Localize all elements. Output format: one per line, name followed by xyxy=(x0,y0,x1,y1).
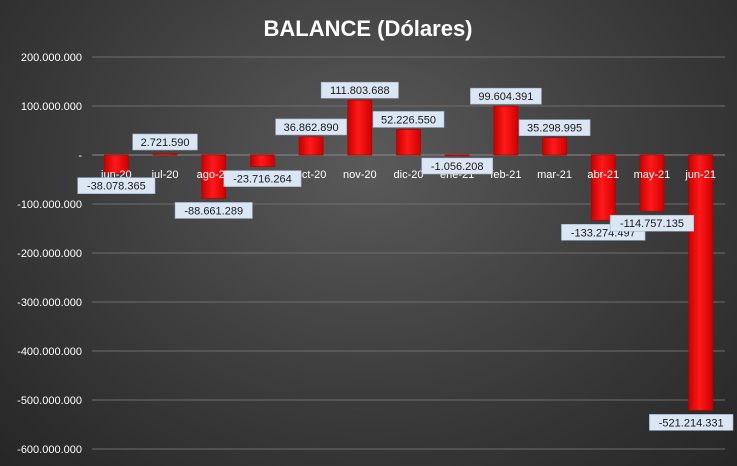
data-label-ago-20: -88.661.289 xyxy=(174,202,253,219)
bar-abr-21 xyxy=(590,154,616,221)
x-tick-label: nov-20 xyxy=(343,169,377,181)
data-label-box xyxy=(609,214,695,232)
y-tick-label: - xyxy=(78,150,82,162)
bar-ago-20 xyxy=(201,154,227,199)
data-label-oct-20: 36.862.890 xyxy=(275,118,347,136)
bar-ene-21 xyxy=(444,154,470,157)
data-label-box xyxy=(174,202,253,219)
x-tick-label: ago-20 xyxy=(197,169,231,181)
data-label-box xyxy=(320,81,399,99)
data-label-text: 99.604.391 xyxy=(478,91,533,103)
data-label-text: 52.226.550 xyxy=(381,114,436,126)
bar-jun-21 xyxy=(688,154,713,411)
data-labels: -38.078.365 2.721.590 -88.661.289 -23.716.2… xyxy=(77,81,734,431)
bar-mar-21 xyxy=(542,137,567,156)
data-label-feb-21: 99.604.391 xyxy=(470,87,542,105)
x-tick-label: mar-21 xyxy=(537,169,572,181)
data-label-box xyxy=(649,414,734,431)
y-tick-label: -100.000.000 xyxy=(17,199,82,211)
data-label-box xyxy=(223,170,302,187)
data-label-text: -23.716.264 xyxy=(233,174,292,186)
x-axis-ticks: jun-20jul-20ago-20sep-20oct-20nov-20dic-… xyxy=(100,169,716,181)
y-tick-label: 100.000.000 xyxy=(21,101,82,113)
data-label-text: 2.721.590 xyxy=(141,137,190,149)
data-label-box xyxy=(132,133,198,151)
y-tick-label: -400.000.000 xyxy=(17,346,82,358)
y-tick-label: 200.000.000 xyxy=(21,52,82,64)
x-tick-label: oct-20 xyxy=(296,169,327,181)
bar-feb-21 xyxy=(493,105,519,156)
data-label-box xyxy=(518,119,591,137)
chart-title: BALANCE (Dólares) xyxy=(263,16,472,41)
data-label-box xyxy=(77,177,156,194)
x-tick-label: jun-21 xyxy=(684,169,716,181)
x-tick-label: feb-21 xyxy=(490,169,521,181)
data-label-box xyxy=(421,157,493,175)
data-label-mar-21: 35.298.995 xyxy=(518,119,591,137)
data-label-box xyxy=(372,111,445,128)
y-tick-label: -500.000.000 xyxy=(17,395,82,407)
data-label-text: -88.661.289 xyxy=(184,205,243,217)
data-label-sep-20: -23.716.264 xyxy=(223,170,302,187)
data-label-ene-21: -1.056.208 xyxy=(421,157,493,175)
y-tick-label: -200.000.000 xyxy=(17,248,82,260)
y-tick-label: -300.000.000 xyxy=(17,297,82,309)
bars xyxy=(104,99,713,411)
data-label-box xyxy=(275,118,347,136)
y-axis-ticks: 200.000.000 100.000.000 - -100.000.000 -200.… xyxy=(17,52,82,456)
data-label-jun-21: -521.214.331 xyxy=(649,414,734,431)
data-label-nov-20: 111.803.688 xyxy=(320,81,399,99)
bar-oct-20 xyxy=(298,136,324,156)
data-label-dic-20: 52.226.550 xyxy=(372,111,445,128)
x-tick-label: dic-20 xyxy=(394,169,424,181)
data-label-jul-20: 2.721.590 xyxy=(132,133,198,151)
data-label-may-21: -114.757.135 xyxy=(609,214,695,232)
data-label-text: 35.298.995 xyxy=(527,123,582,135)
data-label-text: -38.078.365 xyxy=(87,181,146,193)
data-label-text: -114.757.135 xyxy=(620,218,684,230)
data-label-text: 36.862.890 xyxy=(284,122,339,134)
y-tick-label: -600.000.000 xyxy=(17,444,82,456)
bar-dic-20 xyxy=(396,129,421,156)
bar-may-21 xyxy=(639,154,665,212)
data-label-text: 111.803.688 xyxy=(330,85,390,97)
data-label-text: -521.214.331 xyxy=(659,417,724,429)
data-label-box xyxy=(470,87,542,105)
x-tick-label: may-21 xyxy=(634,169,671,181)
bar-nov-20 xyxy=(347,99,373,156)
data-label-jun-20: -38.078.365 xyxy=(77,177,156,194)
x-tick-label: jul-20 xyxy=(151,169,179,181)
bar-sep-20 xyxy=(250,154,275,167)
data-label-text: -1.056.208 xyxy=(431,161,484,173)
x-tick-label: abr-21 xyxy=(587,169,619,181)
bar-jul-20 xyxy=(152,153,178,156)
bar-jun-20 xyxy=(104,154,129,174)
